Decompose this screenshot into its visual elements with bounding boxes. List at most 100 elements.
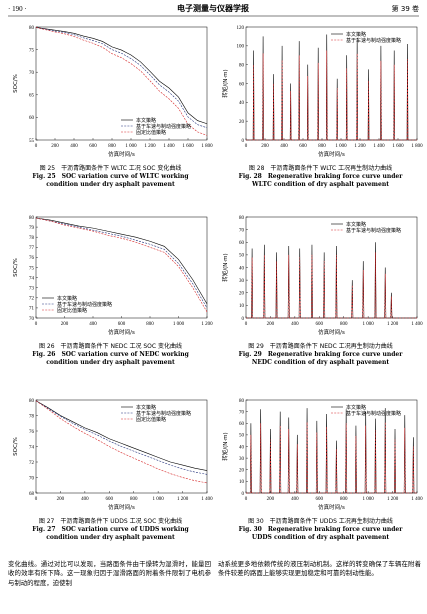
x-tick-label: 0 [35, 497, 38, 502]
series-line [35, 217, 208, 309]
x-tick-label: 400 [291, 497, 299, 502]
y-tick-label: 78 [29, 414, 35, 419]
x-tick-label: 200 [267, 322, 275, 327]
x-tick-label: 200 [61, 322, 69, 327]
page-number: · 190 · [8, 5, 27, 13]
x-axis-label: 仿真时间/s [318, 503, 345, 511]
y-tick-label: 77 [29, 246, 35, 251]
journal-name: 电子测量与仪器学报 [177, 3, 249, 13]
legend-label: 基于车速与制动强度策略 [136, 410, 191, 417]
x-tick-label: 800 [340, 322, 348, 327]
caption-en: Fig. 25 SOC variation curve of WLTC work… [32, 173, 189, 188]
y-tick-label: 78 [29, 236, 35, 241]
y-tick-label: 120 [237, 26, 245, 31]
x-tick-label: 1 400 [201, 497, 213, 502]
legend-label: 基于车速与制动强度策略 [346, 37, 401, 44]
series-line [246, 34, 417, 141]
y-axis-label: SOC/% [13, 437, 19, 456]
x-tick-label: 400 [280, 144, 288, 149]
y-tick-label: 80 [29, 399, 35, 404]
legend-label: 固定比值策略 [136, 416, 166, 423]
y-tick-label: 60 [239, 241, 245, 246]
y-axis-label: 转矩/(N·m) [221, 253, 229, 281]
y-axis-label: 转矩/(N·m) [221, 432, 229, 460]
x-tick-label: 1 400 [411, 322, 423, 327]
y-tick-label: 0 [242, 139, 245, 144]
plot-frame [245, 26, 418, 141]
chart: 0 200 400 600 800 1 000 1 200 1 400 0 10 20 30 40 50 6… [221, 216, 423, 336]
x-tick-label: 600 [106, 497, 114, 502]
y-tick-label: 40 [239, 266, 245, 271]
y-tick-label: 60 [29, 116, 35, 121]
y-tick-label: 30 [239, 279, 245, 284]
y-tick-label: 79 [29, 226, 35, 231]
caption-zh: 图 25 干沥青路面条件下 WLTC 工况 SOC 变化曲线 [39, 165, 182, 172]
caption-zh: 图 27 干沥青路面条件下 UDDS 工况 SOC 变化曲线 [38, 518, 183, 525]
legend-label: 本文策略 [346, 404, 366, 411]
y-tick-label: 0 [242, 317, 245, 322]
y-tick-label: 70 [29, 71, 35, 76]
x-tick-label: 200 [267, 497, 275, 502]
figure-caption: 图 25 干沥青路面条件下 WLTC 工况 SOC 变化曲线 Fig. 25 SO… [8, 165, 213, 189]
series-line [35, 217, 208, 313]
header: · 190 · 电子测量与仪器学报 第 39 卷 [8, 3, 419, 17]
caption-en: Fig. 26 SOC variation curve of NEDC work… [32, 351, 189, 366]
y-tick-label: 80 [239, 399, 245, 404]
y-tick-label: 72 [29, 461, 35, 466]
figure-caption: 图 27 干沥青路面条件下 UDDS 工况 SOC 变化曲线 Fig. 27 SO… [8, 518, 213, 542]
body-text: 变化曲线。通过对比可以发现，当路面条件由干燥转为湿滑时，能量回收的效率有所下降。… [8, 560, 211, 587]
y-tick-label: 55 [29, 139, 35, 144]
x-tick-label: 800 [318, 144, 326, 149]
y-tick-label: 80 [239, 63, 245, 68]
x-tick-label: 1 200 [354, 144, 366, 149]
figure-caption: 图 30 干沥青路面条件下 UDDS 工况再生制动力曲线 Fig. 30 Rege… [218, 518, 423, 542]
x-axis-label: 仿真时间/s [108, 503, 135, 511]
x-axis-label: 仿真时间/s [318, 150, 345, 158]
legend-label: 固定比值策略 [136, 129, 166, 136]
x-tick-label: 1 000 [173, 322, 185, 327]
x-tick-label: 0 [245, 322, 248, 327]
x-tick-label: 600 [316, 322, 324, 327]
x-tick-label: 1 400 [411, 497, 423, 502]
y-axis-label: SOC/% [13, 258, 19, 277]
x-tick-label: 1 400 [163, 144, 175, 149]
caption-en: Fig. 28 Regenerative braking force curve… [238, 173, 403, 188]
x-tick-label: 1 000 [125, 144, 137, 149]
y-tick-label: 20 [239, 292, 245, 297]
x-tick-label: 400 [70, 144, 78, 149]
x-axis-label: 仿真时间/s [108, 150, 135, 158]
y-tick-label: 74 [29, 276, 35, 281]
x-tick-label: 1 200 [177, 497, 189, 502]
x-tick-label: 1 800 [201, 144, 213, 149]
x-tick-label: 1 800 [411, 144, 423, 149]
legend-label: 基于车速与制动强度策略 [136, 123, 191, 130]
y-tick-label: 30 [239, 457, 245, 462]
x-tick-label: 200 [51, 144, 59, 149]
y-tick-label: 75 [29, 48, 35, 53]
legend-label: 本文策略 [136, 404, 156, 411]
y-axis-label: 转矩/(N·m) [221, 69, 229, 97]
x-tick-label: 0 [35, 144, 38, 149]
x-tick-label: 1 200 [387, 497, 399, 502]
x-tick-label: 400 [291, 322, 299, 327]
y-tick-label: 71 [29, 307, 35, 312]
x-tick-label: 1 000 [363, 322, 375, 327]
legend-label: 固定比值策略 [57, 307, 87, 314]
x-tick-label: 1 200 [201, 322, 213, 327]
series-line [35, 400, 208, 484]
caption-en: Fig. 27 SOC variation curve of UDDS work… [32, 526, 189, 541]
y-tick-label: 60 [239, 82, 245, 87]
y-tick-label: 50 [239, 434, 245, 439]
y-tick-label: 60 [239, 422, 245, 427]
series-line [246, 252, 417, 319]
chart: 0 200 400 600 800 1 000 1 200 1 400 68 70 72 74 76 78… [13, 399, 213, 511]
series-line [35, 27, 208, 136]
x-axis-label: 仿真时间/s [318, 328, 345, 336]
y-tick-label: 40 [239, 445, 245, 450]
body-text: 动系统更多地依赖传统的液压制动机制。这样的转变确保了车辆在附着条件较差的路面上能… [218, 560, 421, 578]
caption-zh: 图 28 干沥青路面条件下 WLTC 工况再生制动力曲线 [248, 165, 393, 172]
x-tick-label: 800 [108, 144, 116, 149]
y-tick-label: 65 [29, 94, 35, 99]
y-tick-label: 70 [239, 228, 245, 233]
